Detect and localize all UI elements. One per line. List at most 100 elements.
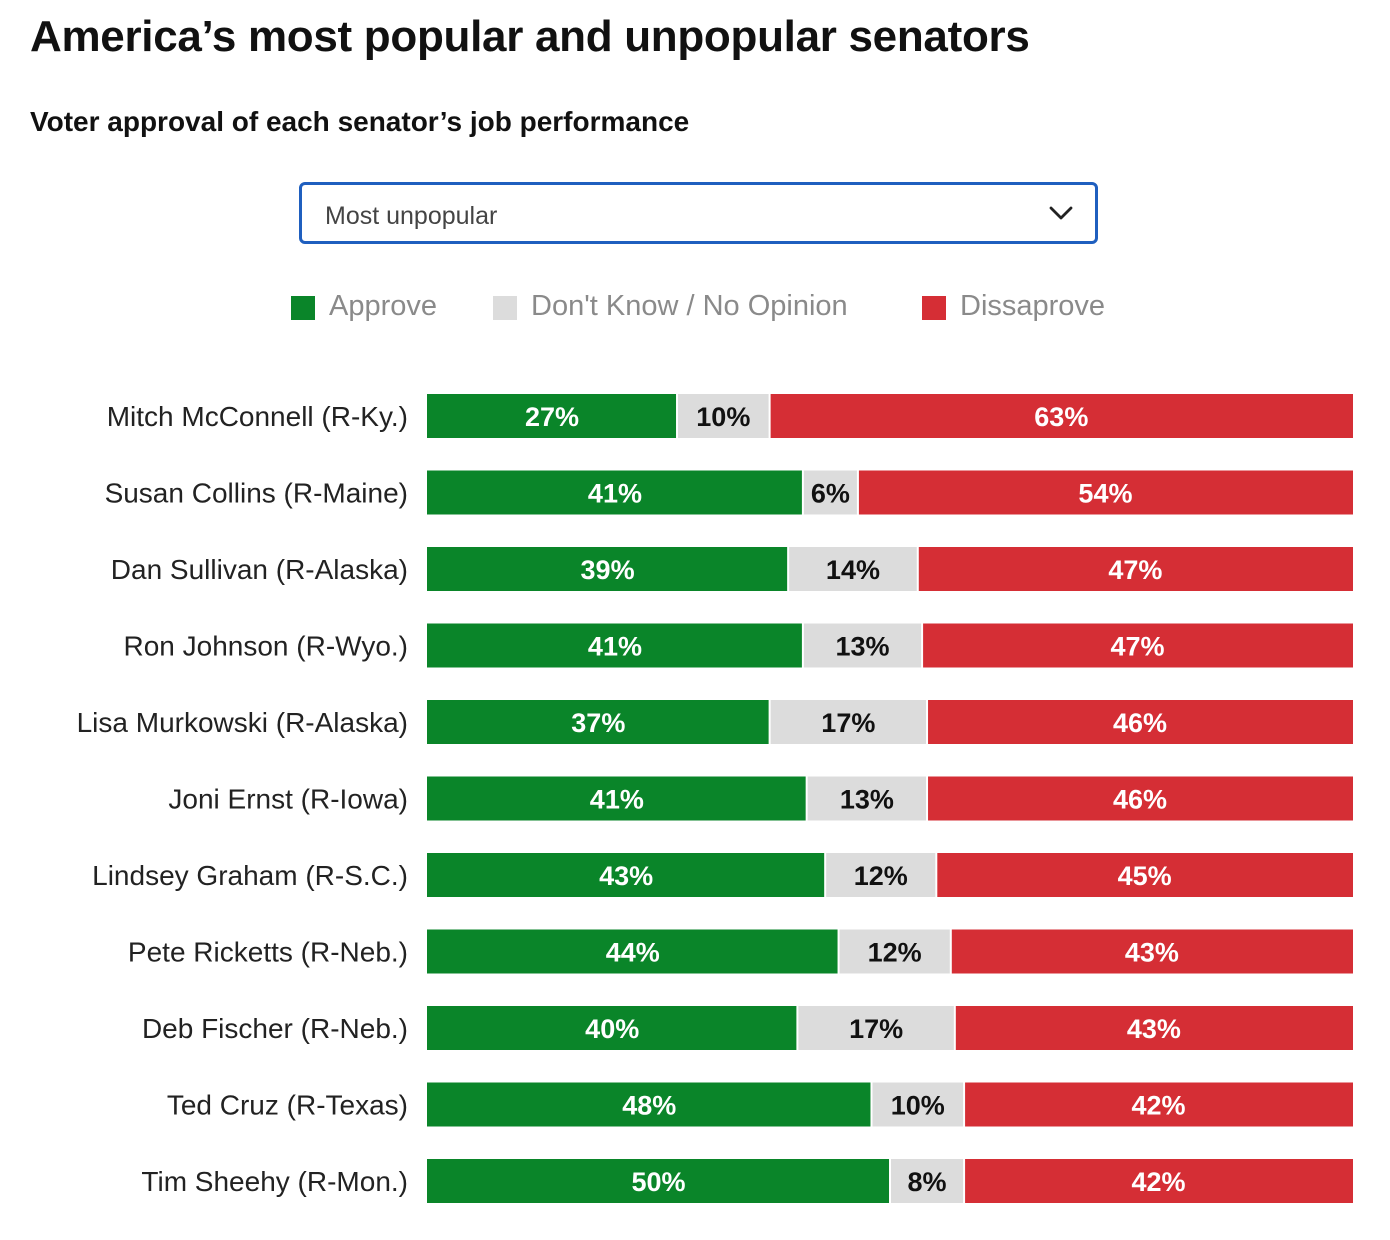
- segment-divider: [787, 547, 790, 591]
- bar-segment-don-t-know-no-opinion: [825, 853, 937, 897]
- segment-divider: [926, 776, 929, 821]
- segment-divider: [949, 929, 952, 974]
- bar-segment-don-t-know-no-opinion: [797, 1006, 955, 1050]
- bar-row-lisa-murkowski-r-alaska: Lisa Murkowski (R-Alaska) 37% 17% 46%: [77, 700, 1353, 744]
- bar-segment-approve: [427, 1006, 798, 1050]
- bar-segment-don-t-know-no-opinion: [871, 1082, 965, 1127]
- bar-segment-dissaprove: [857, 470, 1353, 515]
- data-label-don-t-know-no-opinion: 8%: [908, 1167, 947, 1197]
- data-label-dissaprove: 46%: [1113, 708, 1167, 738]
- segment-divider: [870, 1082, 873, 1127]
- segment-divider: [889, 1159, 891, 1203]
- data-label-approve: 44%: [606, 938, 660, 968]
- segment-divider: [935, 853, 938, 897]
- segment-divider: [916, 547, 919, 591]
- chevron-down-icon: [1049, 206, 1073, 220]
- bar-segment-dissaprove: [927, 700, 1353, 744]
- data-label-don-t-know-no-opinion: 10%: [891, 1091, 945, 1121]
- data-label-don-t-know-no-opinion: 13%: [835, 632, 889, 662]
- segment-divider: [801, 470, 804, 515]
- legend: Approve Don't Know / No Opinion Dissapro…: [0, 288, 1390, 328]
- bar-segment-dissaprove: [964, 1159, 1353, 1203]
- segment-divider: [676, 394, 679, 438]
- sort-dropdown[interactable]: Most unpopular: [299, 182, 1098, 244]
- stacked-bar-chart: Mitch McConnell (R-Ky.) 27% 10% 63% Susan Co…: [77, 394, 1353, 1203]
- data-label-dissaprove: 43%: [1127, 1014, 1181, 1044]
- bar-segment-approve: [427, 700, 770, 744]
- bar-row-ted-cruz-r-texas: Ted Cruz (R-Texas) 48% 10% 42%: [167, 1082, 1353, 1127]
- data-label-dissaprove: 45%: [1118, 861, 1172, 891]
- data-label-approve: 41%: [588, 479, 642, 509]
- bar-segment-don-t-know-no-opinion: [890, 1159, 965, 1203]
- segment-divider: [926, 700, 929, 744]
- category-label: Lisa Murkowski (R-Alaska): [77, 707, 408, 738]
- data-label-approve: 43%: [599, 861, 653, 891]
- bar-segment-approve: [427, 1082, 872, 1127]
- bar-row-deb-fischer-r-neb: Deb Fischer (R-Neb.) 40% 17% 43%: [142, 1006, 1353, 1050]
- data-label-don-t-know-no-opinion: 14%: [826, 555, 880, 585]
- bar-row-ron-johnson-r-wyo: Ron Johnson (R-Wyo.) 41% 13% 47%: [123, 623, 1353, 668]
- category-label: Tim Sheehy (R-Mon.): [141, 1166, 408, 1197]
- bar-segment-approve: [427, 623, 803, 668]
- bar-row-tim-sheehy-r-mon: Tim Sheehy (R-Mon.) 50% 8% 42%: [141, 1159, 1353, 1203]
- data-label-approve: 27%: [525, 402, 579, 432]
- bar-row-pete-ricketts-r-neb: Pete Ricketts (R-Neb.) 44% 12% 43%: [128, 929, 1353, 974]
- bar-segment-dissaprove: [964, 1082, 1353, 1127]
- data-label-dissaprove: 42%: [1132, 1091, 1186, 1121]
- bar-segment-dissaprove: [769, 394, 1353, 438]
- category-label: Mitch McConnell (R-Ky.): [107, 401, 408, 432]
- data-label-dissaprove: 46%: [1113, 785, 1167, 815]
- data-label-dissaprove: 42%: [1132, 1167, 1186, 1197]
- data-label-dissaprove: 43%: [1125, 938, 1179, 968]
- data-label-approve: 37%: [571, 708, 625, 738]
- chart-title: America’s most popular and unpopular sen…: [30, 12, 1030, 61]
- bar-segment-dissaprove: [936, 853, 1353, 897]
- data-label-dissaprove: 47%: [1108, 555, 1162, 585]
- chart-subtitle: Voter approval of each senator’s job per…: [30, 106, 690, 137]
- data-label-don-t-know-no-opinion: 12%: [868, 938, 922, 968]
- category-label: Dan Sullivan (R-Alaska): [111, 554, 408, 585]
- category-label: Pete Ricketts (R-Neb.): [128, 937, 408, 968]
- bar-segment-approve: [427, 776, 807, 821]
- legend-label-approve: Approve: [329, 290, 438, 322]
- segment-divider: [953, 1006, 956, 1050]
- data-label-approve: 41%: [588, 632, 642, 662]
- bar-row-lindsey-graham-r-s-c: Lindsey Graham (R-S.C.) 43% 12% 45%: [92, 853, 1353, 897]
- bar-segment-don-t-know-no-opinion: [802, 470, 858, 515]
- segment-divider: [963, 1159, 966, 1203]
- bar-segment-approve: [427, 1159, 890, 1203]
- category-label: Ron Johnson (R-Wyo.): [123, 631, 408, 662]
- bar-segment-don-t-know-no-opinion: [788, 547, 918, 591]
- bar-segment-dissaprove: [922, 623, 1353, 668]
- data-label-don-t-know-no-opinion: 13%: [840, 785, 894, 815]
- segment-divider: [796, 1006, 799, 1050]
- category-label: Joni Ernst (R-Iowa): [168, 784, 408, 815]
- legend-label-disapprove: Dissaprove: [960, 290, 1106, 322]
- segment-divider: [837, 929, 840, 974]
- data-label-approve: 40%: [585, 1014, 639, 1044]
- bar-segment-don-t-know-no-opinion: [838, 929, 951, 974]
- bar-segment-don-t-know-no-opinion: [806, 776, 928, 821]
- data-label-dissaprove: 47%: [1111, 632, 1165, 662]
- segment-divider: [824, 853, 827, 897]
- bar-segment-dissaprove: [954, 1006, 1353, 1050]
- data-label-dissaprove: 54%: [1078, 479, 1132, 509]
- bar-segment-approve: [427, 853, 826, 897]
- bar-segment-approve: [427, 470, 803, 515]
- legend-swatch-disapprove: [922, 296, 946, 320]
- legend-swatch-approve: [291, 296, 315, 320]
- bar-segment-dissaprove: [917, 547, 1353, 591]
- bar-row-dan-sullivan-r-alaska: Dan Sullivan (R-Alaska) 39% 14% 47%: [111, 547, 1353, 591]
- segment-divider: [801, 623, 804, 668]
- bar-row-mitch-mcconnell-r-ky: Mitch McConnell (R-Ky.) 27% 10% 63%: [107, 394, 1353, 438]
- category-label: Lindsey Graham (R-S.C.): [92, 860, 408, 891]
- data-label-approve: 39%: [581, 555, 635, 585]
- category-label: Ted Cruz (R-Texas): [167, 1090, 408, 1121]
- category-label: Deb Fischer (R-Neb.): [142, 1013, 408, 1044]
- legend-swatch-no-opinion: [493, 296, 517, 320]
- bar-segment-don-t-know-no-opinion: [802, 623, 923, 668]
- segment-divider: [768, 700, 771, 744]
- data-label-approve: 41%: [590, 785, 644, 815]
- data-label-approve: 48%: [622, 1091, 676, 1121]
- segment-divider: [805, 776, 808, 821]
